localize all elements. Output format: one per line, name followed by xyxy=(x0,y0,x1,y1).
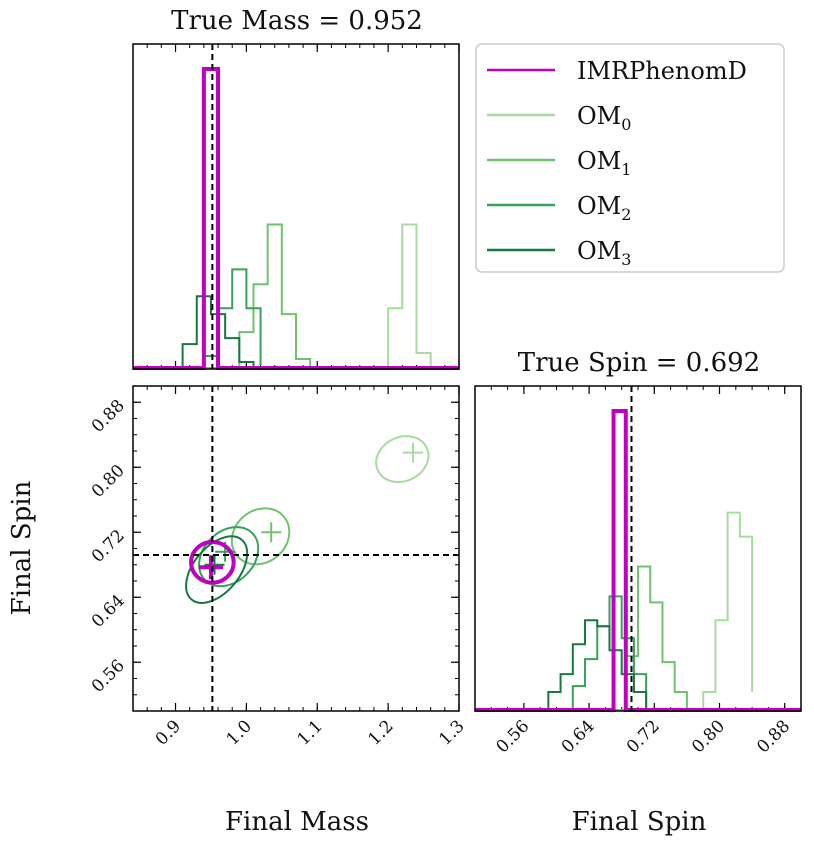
contour-marker-om1 xyxy=(261,522,282,543)
contour-marker-imrphenomd xyxy=(198,555,223,580)
mass-hist-om1 xyxy=(133,223,459,369)
contour-ytick-label-1: 0.64 xyxy=(88,591,129,632)
legend-label-base: OM xyxy=(577,192,621,220)
spin-hist-xtick-label-0: 0.56 xyxy=(493,716,534,757)
spin-hist-om1 xyxy=(475,565,801,711)
spin-hist-xtick-label-4: 0.88 xyxy=(753,716,794,757)
spin-hist-xtick-label-3: 0.80 xyxy=(688,716,729,757)
contour-xtick-label-4: 1.3 xyxy=(435,716,468,749)
final-spin-histogram-panel: True Spin = 0.692 0.56 0.64 0.72 0.80 0.88 xyxy=(474,348,802,757)
contour-xtick-label-2: 1.1 xyxy=(294,716,327,749)
contour-marker-om0 xyxy=(402,442,423,463)
contour-marker-om3 xyxy=(204,554,225,575)
legend-label-base: OM xyxy=(577,102,621,130)
legend-label-base: OM xyxy=(577,147,621,175)
final-mass-histogram-title: True Mass = 0.952 xyxy=(171,6,423,36)
spin-axis-label-vertical: Final Spin xyxy=(7,480,37,615)
legend-label-om2: OM2 xyxy=(577,192,631,224)
legend-label-base: OM xyxy=(577,237,621,265)
legend-label-subscript: 0 xyxy=(621,115,631,134)
spin-hist-om2 xyxy=(475,595,801,711)
legend-frame xyxy=(475,43,785,273)
contour-ytick-label-2: 0.72 xyxy=(88,526,129,567)
spin-hist-xtick-label-1: 0.64 xyxy=(558,716,599,757)
legend-label-subscript: 1 xyxy=(621,160,631,179)
contour-xtick-label-3: 1.2 xyxy=(364,716,397,749)
legend-label-om0: OM0 xyxy=(577,102,631,134)
contour-xtick-label-1: 1.0 xyxy=(223,716,256,749)
mass-hist-imrphenomd xyxy=(133,67,459,370)
contour-om0 xyxy=(375,435,430,484)
legend-label-imrphenomd: IMRPhenomD xyxy=(577,57,747,85)
legend-label-subscript: 2 xyxy=(621,205,631,224)
contour-xtick-label-0: 0.9 xyxy=(152,716,185,749)
spin-hist-om0 xyxy=(475,511,754,711)
contour-om2 xyxy=(198,526,260,588)
final-mass-histogram-panel: True Mass = 0.952 xyxy=(132,6,460,370)
mass-hist-frame xyxy=(132,43,460,370)
contour-ytick-label-0: 0.56 xyxy=(88,656,129,697)
spin-hist-frame xyxy=(474,385,802,712)
spin-axis-label: Final Spin xyxy=(572,807,707,837)
spin-hist-imrphenomd xyxy=(475,409,801,712)
legend-label-om3: OM3 xyxy=(577,237,631,269)
mass-axis-label: Final Mass xyxy=(225,807,369,837)
mass-spin-contour-panel: 0.9 1.0 1.1 1.2 1.3 0.56 0.64 0.72 0.80 0.88 xyxy=(88,385,469,750)
spin-hist-om3 xyxy=(475,619,801,711)
mass-hist-om0 xyxy=(133,223,459,369)
legend-label-subscript: 3 xyxy=(621,250,631,269)
spin-hist-xtick-label-2: 0.72 xyxy=(623,716,664,757)
legend-label-base: IMRPhenomD xyxy=(577,57,747,85)
contour-frame xyxy=(132,385,460,712)
legend-label-om1: OM1 xyxy=(577,147,631,179)
contour-ytick-label-3: 0.80 xyxy=(88,461,129,502)
contour-ytick-label-4: 0.88 xyxy=(88,396,129,437)
final-spin-histogram-title: True Spin = 0.692 xyxy=(518,348,760,378)
contour-om3 xyxy=(185,535,249,604)
